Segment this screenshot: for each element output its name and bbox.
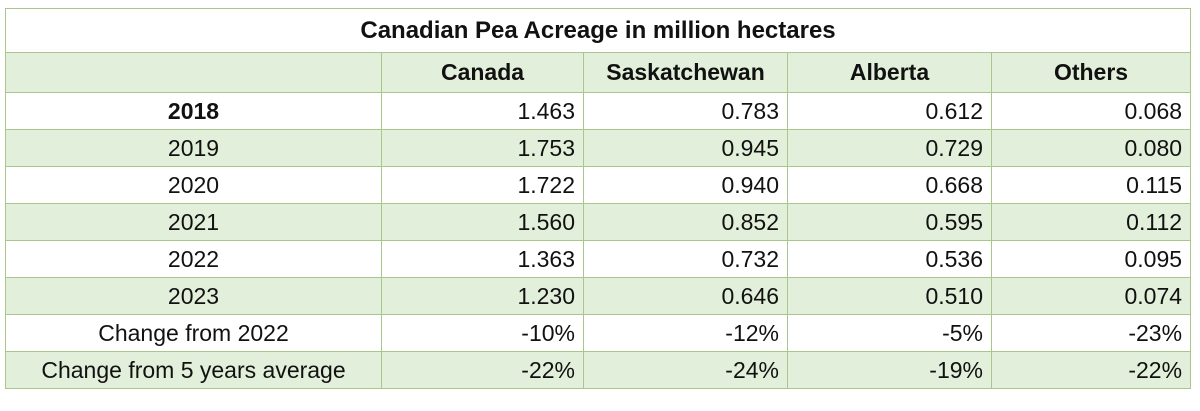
row-label: 2022 [5, 240, 382, 278]
cell-others: 0.080 [990, 129, 1192, 167]
acreage-table-container: Canadian Pea Acreage in million hectares… [4, 8, 1192, 389]
cell-saskatchewan: -24% [583, 351, 788, 389]
cell-alberta: 0.612 [787, 92, 992, 130]
cell-alberta: 0.668 [787, 166, 992, 204]
table-title: Canadian Pea Acreage in million hectares [4, 8, 1192, 53]
row-label: 2019 [5, 129, 382, 167]
cell-others: 0.115 [990, 166, 1192, 204]
row-label: 2020 [5, 166, 382, 204]
cell-alberta: -5% [787, 314, 992, 352]
cell-saskatchewan: 0.940 [583, 166, 788, 204]
table-title-row: Canadian Pea Acreage in million hectares [4, 8, 1192, 53]
header-alberta: Alberta [787, 52, 992, 93]
cell-saskatchewan: 0.852 [583, 203, 788, 241]
cell-saskatchewan: 0.732 [583, 240, 788, 278]
cell-others: 0.112 [990, 203, 1192, 241]
row-label: Change from 5 years average [5, 351, 382, 389]
table-row: Change from 2022 -10% -12% -5% -23% [5, 314, 1192, 352]
row-label: 2021 [5, 203, 382, 241]
header-others: Others [990, 52, 1192, 93]
acreage-table: Canadian Pea Acreage in million hectares… [4, 8, 1192, 389]
cell-others: -22% [990, 351, 1192, 389]
cell-canada: 1.230 [381, 277, 584, 315]
cell-canada: -10% [381, 314, 584, 352]
header-canada: Canada [381, 52, 584, 93]
cell-saskatchewan: 0.945 [583, 129, 788, 167]
cell-canada: 1.363 [381, 240, 584, 278]
table-row: 2019 1.753 0.945 0.729 0.080 [5, 129, 1192, 167]
cell-saskatchewan: 0.646 [583, 277, 788, 315]
cell-others: 0.068 [990, 92, 1192, 130]
cell-others: -23% [990, 314, 1192, 352]
cell-alberta: -19% [787, 351, 992, 389]
cell-alberta: 0.510 [787, 277, 992, 315]
cell-canada: 1.722 [381, 166, 584, 204]
table-header-row: Canada Saskatchewan Alberta Others [5, 52, 1192, 93]
cell-canada: 1.753 [381, 129, 584, 167]
cell-alberta: 0.536 [787, 240, 992, 278]
table-row: 2018 1.463 0.783 0.612 0.068 [5, 92, 1192, 130]
cell-alberta: 0.595 [787, 203, 992, 241]
row-label: Change from 2022 [5, 314, 382, 352]
table-row: Change from 5 years average -22% -24% -1… [5, 351, 1192, 389]
cell-canada: 1.560 [381, 203, 584, 241]
header-saskatchewan: Saskatchewan [583, 52, 788, 93]
cell-saskatchewan: 0.783 [583, 92, 788, 130]
cell-canada: -22% [381, 351, 584, 389]
cell-canada: 1.463 [381, 92, 584, 130]
cell-others: 0.074 [990, 277, 1192, 315]
row-label: 2018 [5, 92, 382, 130]
table-row: 2022 1.363 0.732 0.536 0.095 [5, 240, 1192, 278]
table-row: 2023 1.230 0.646 0.510 0.074 [5, 277, 1192, 315]
header-corner-cell [5, 52, 382, 93]
cell-saskatchewan: -12% [583, 314, 788, 352]
cell-others: 0.095 [990, 240, 1192, 278]
row-label: 2023 [5, 277, 382, 315]
table-row: 2021 1.560 0.852 0.595 0.112 [5, 203, 1192, 241]
table-row: 2020 1.722 0.940 0.668 0.115 [5, 166, 1192, 204]
cell-alberta: 0.729 [787, 129, 992, 167]
